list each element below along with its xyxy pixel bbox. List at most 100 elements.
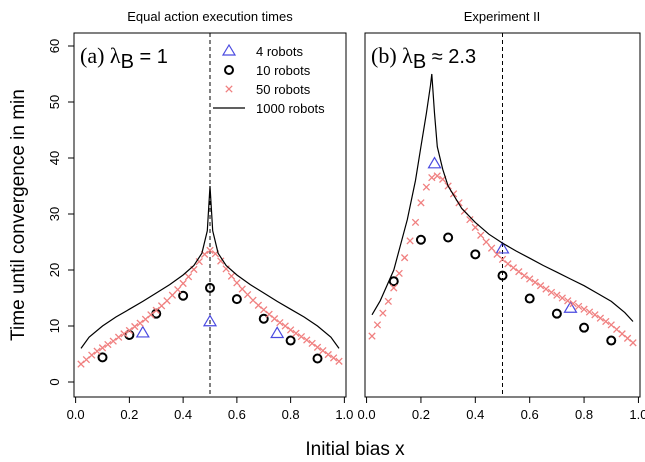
legend-label: 50 robots xyxy=(256,82,311,97)
data-point-cross xyxy=(120,330,128,338)
data-point-cross xyxy=(379,309,387,317)
data-point-cross xyxy=(526,275,534,283)
legend-label: 4 robots xyxy=(256,44,303,59)
panel-annotation: (b) λB ≈ 2.3 xyxy=(371,43,476,73)
data-point-cross xyxy=(580,305,588,313)
data-point-cross xyxy=(558,294,566,302)
y-tick-label: 40 xyxy=(47,151,62,165)
data-point-circle xyxy=(205,282,215,293)
data-point-cross xyxy=(217,257,225,265)
data-point-circle xyxy=(579,322,590,333)
data-point-cross xyxy=(270,315,279,323)
data-point-cross xyxy=(400,254,409,262)
y-tick-label: 30 xyxy=(47,207,62,221)
data-point-cross xyxy=(136,319,144,327)
series-1000-robots xyxy=(371,73,634,322)
data-point-cross xyxy=(373,321,382,329)
x-tick-label: 0.2 xyxy=(120,407,138,422)
data-point-cross xyxy=(243,290,252,299)
data-point-circle xyxy=(312,353,323,364)
data-point-cross xyxy=(114,333,123,341)
data-point-cross xyxy=(308,339,316,348)
legend-label: 1000 robots xyxy=(256,101,325,116)
data-point-cross xyxy=(515,268,523,276)
data-point-cross xyxy=(406,237,414,245)
data-point-cross xyxy=(395,269,403,278)
series-4-robots xyxy=(135,314,285,339)
data-point-cross xyxy=(292,329,300,337)
data-point-cross xyxy=(531,278,539,286)
data-point-circle xyxy=(443,232,454,243)
data-point-triangle xyxy=(270,326,285,339)
data-point-circle xyxy=(497,270,508,281)
legend: 4 robots 10 robots 50 robots 1000 robots xyxy=(213,43,325,116)
panel-b-title: Experiment II xyxy=(464,9,541,24)
data-point-cross xyxy=(613,325,621,334)
series-line xyxy=(80,185,340,349)
data-point-cross xyxy=(428,173,436,182)
legend-symbol xyxy=(225,85,233,93)
data-point-cross xyxy=(163,297,171,305)
data-point-cross xyxy=(168,291,177,299)
data-point-cross xyxy=(179,279,187,288)
data-point-cross xyxy=(498,255,507,264)
data-point-circle xyxy=(470,249,481,260)
data-point-cross xyxy=(553,291,561,299)
data-point-cross xyxy=(602,317,610,326)
data-point-cross xyxy=(591,311,599,319)
x-tick-label: 0.2 xyxy=(412,407,430,422)
data-point-cross xyxy=(607,321,615,329)
x-tick-label: 1.0 xyxy=(629,407,645,422)
data-point-cross xyxy=(509,264,518,272)
data-point-cross xyxy=(335,357,343,365)
data-point-circle xyxy=(231,294,242,305)
data-point-cross xyxy=(329,354,338,362)
data-point-circle xyxy=(388,276,399,287)
data-point-cross xyxy=(104,340,112,349)
y-tick-label: 50 xyxy=(47,95,62,109)
data-point-cross xyxy=(184,273,193,281)
data-point-cross xyxy=(368,332,376,340)
series-50-robots xyxy=(368,172,637,347)
data-point-cross xyxy=(390,284,398,292)
x-tick-label: 0.0 xyxy=(67,407,85,422)
data-point-circle xyxy=(97,352,108,363)
y-tick-label: 20 xyxy=(47,263,62,277)
x-axis-label: Initial bias x xyxy=(305,439,405,460)
data-point-cross xyxy=(487,244,496,252)
data-point-cross xyxy=(618,330,626,338)
data-point-circle xyxy=(524,293,535,304)
data-point-circle xyxy=(178,290,189,301)
series-1000-robots xyxy=(80,185,340,349)
data-point-cross xyxy=(281,322,289,330)
x-tick-label: 0.6 xyxy=(228,407,246,422)
data-point-cross xyxy=(206,246,214,255)
data-point-cross xyxy=(319,346,327,355)
data-point-cross xyxy=(98,344,107,352)
data-point-cross xyxy=(477,231,485,239)
data-point-cross xyxy=(276,318,284,327)
data-point-cross xyxy=(417,199,425,207)
y-tick-label: 0 xyxy=(47,378,62,385)
data-point-cross xyxy=(227,272,236,280)
data-point-triangle xyxy=(563,300,578,313)
data-point-cross xyxy=(88,351,96,359)
data-point-cross xyxy=(504,260,512,268)
data-point-cross xyxy=(313,343,322,351)
data-point-cross xyxy=(297,332,306,341)
data-point-cross xyxy=(542,285,550,293)
data-point-cross xyxy=(564,297,572,305)
series-10-robots xyxy=(388,232,617,346)
data-point-cross xyxy=(471,223,479,232)
y-axis-label: Time until convergence in min xyxy=(8,89,29,341)
x-tick-label: 0.8 xyxy=(282,407,300,422)
data-point-cross xyxy=(585,308,594,316)
data-point-triangle xyxy=(202,314,218,327)
data-point-cross xyxy=(222,265,230,273)
data-point-cross xyxy=(384,297,392,306)
data-point-cross xyxy=(233,279,241,287)
panel-b: Experiment II 0.0 0.2 0.4 0.6 0.8 1.0 (b) λB ≈… xyxy=(358,9,645,422)
data-point-cross xyxy=(422,183,431,191)
data-point-circle xyxy=(415,234,426,245)
x-tick-label: 1.0 xyxy=(335,407,353,422)
